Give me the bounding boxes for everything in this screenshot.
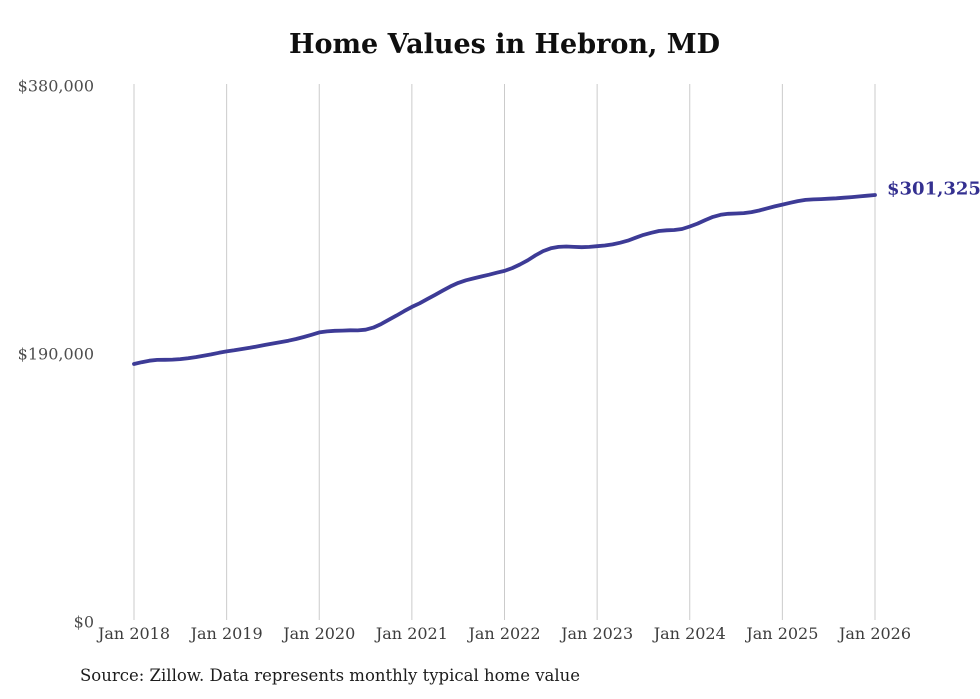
x-axis-tick-label: Jan 2020 (283, 624, 356, 643)
x-axis-tick-label: Jan 2019 (190, 624, 263, 643)
chart-title: Home Values in Hebron, MD (288, 29, 721, 60)
source-note: Source: Zillow. Data represents monthly … (80, 666, 581, 685)
y-axis-tick-label: $0 (73, 612, 94, 631)
x-axis-tick-label: Jan 2022 (468, 624, 541, 643)
x-axis-tick-label: Jan 2026 (838, 624, 912, 643)
y-axis-tick-label: $190,000 (17, 344, 94, 363)
x-axis-tick-label: Jan 2023 (561, 624, 634, 643)
x-axis-tick-label: Jan 2024 (653, 624, 726, 643)
x-axis-tick-label: Jan 2018 (97, 624, 171, 643)
x-axis-tick-label: Jan 2025 (746, 624, 819, 643)
y-axis-tick-label: $380,000 (17, 76, 94, 95)
line-end-value-label: $301,325 (887, 178, 980, 200)
x-axis-tick-label: Jan 2021 (375, 624, 448, 643)
home-value-line (132, 193, 877, 366)
